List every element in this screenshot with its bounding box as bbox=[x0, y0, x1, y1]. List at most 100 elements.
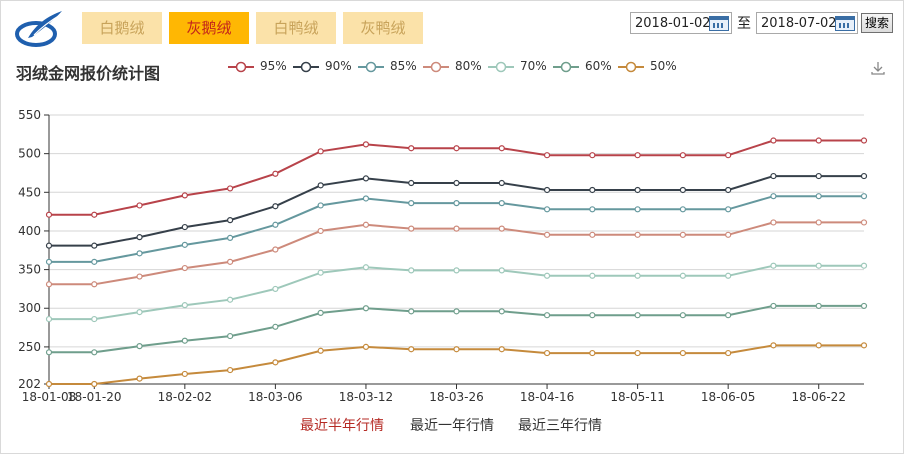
legend-label: 95% bbox=[260, 59, 287, 73]
data-point bbox=[770, 342, 777, 349]
data-point bbox=[815, 302, 822, 310]
data-point bbox=[860, 137, 868, 144]
series-line bbox=[49, 175, 864, 247]
data-point bbox=[362, 221, 370, 228]
data-point bbox=[634, 272, 641, 279]
start-date-value: 2018-01-02 bbox=[635, 16, 711, 31]
data-point bbox=[45, 281, 53, 288]
data-point bbox=[408, 200, 415, 207]
tab-1[interactable]: 灰鹅绒 bbox=[169, 12, 249, 44]
y-tick-label: 350 bbox=[18, 263, 41, 277]
data-point bbox=[589, 312, 596, 319]
legend-label: 60% bbox=[585, 59, 612, 73]
data-point bbox=[136, 250, 143, 257]
data-point bbox=[589, 206, 596, 213]
search-button[interactable]: 搜索 bbox=[861, 13, 893, 33]
start-date-field[interactable]: 2018-01-02 bbox=[630, 12, 732, 34]
data-point bbox=[543, 186, 551, 194]
data-point bbox=[453, 346, 460, 353]
data-point bbox=[725, 206, 732, 213]
data-point bbox=[91, 380, 98, 388]
legend-swatch bbox=[358, 61, 384, 73]
data-point bbox=[272, 221, 279, 228]
data-point bbox=[589, 186, 596, 194]
data-point bbox=[634, 152, 641, 159]
data-point bbox=[45, 211, 53, 218]
data-point bbox=[317, 182, 324, 189]
data-point bbox=[770, 219, 777, 226]
data-point bbox=[45, 349, 53, 356]
y-tick-label: 400 bbox=[18, 224, 41, 238]
data-point bbox=[543, 152, 551, 159]
data-point bbox=[227, 217, 234, 224]
data-point bbox=[181, 264, 188, 272]
data-point bbox=[91, 281, 98, 288]
data-point bbox=[679, 186, 686, 194]
data-point bbox=[860, 342, 868, 349]
data-point bbox=[362, 343, 370, 350]
data-point bbox=[317, 269, 324, 276]
data-point bbox=[543, 312, 551, 319]
data-point bbox=[589, 349, 596, 357]
legend-swatch bbox=[553, 61, 579, 73]
data-point bbox=[815, 137, 822, 144]
data-point bbox=[362, 305, 370, 312]
data-point bbox=[498, 346, 505, 353]
x-tick-label: 18-03-06 bbox=[248, 390, 302, 404]
data-point bbox=[136, 273, 143, 280]
data-point bbox=[543, 272, 551, 279]
data-point bbox=[679, 231, 686, 238]
period-link-2[interactable]: 最近三年行情 bbox=[518, 418, 602, 434]
feather-logo-icon bbox=[15, 11, 62, 47]
data-point bbox=[136, 234, 143, 241]
data-point bbox=[860, 219, 868, 226]
to-label: 至 bbox=[737, 16, 751, 32]
tab-0[interactable]: 白鹅绒 bbox=[82, 12, 162, 44]
data-point bbox=[634, 186, 641, 194]
data-point bbox=[317, 227, 324, 235]
data-point bbox=[45, 315, 53, 323]
data-point bbox=[91, 242, 98, 249]
data-point bbox=[136, 309, 143, 316]
period-link-1[interactable]: 最近一年行情 bbox=[410, 418, 494, 434]
data-point bbox=[815, 342, 822, 349]
y-tick-label: 250 bbox=[18, 340, 41, 354]
data-point bbox=[136, 343, 143, 350]
data-point bbox=[136, 202, 143, 209]
period-link-0[interactable]: 最近半年行情 bbox=[300, 418, 384, 434]
legend-label: 50% bbox=[650, 59, 677, 73]
data-point bbox=[272, 246, 279, 253]
data-point bbox=[272, 170, 279, 177]
data-point bbox=[453, 267, 460, 274]
end-date-field[interactable]: 2018-07-02 bbox=[756, 12, 858, 34]
y-tick-label: 300 bbox=[18, 301, 41, 315]
data-point bbox=[453, 225, 460, 232]
data-point bbox=[679, 349, 686, 357]
data-point bbox=[589, 231, 596, 238]
y-tick-label: 550 bbox=[18, 108, 41, 122]
tab-2[interactable]: 白鸭绒 bbox=[256, 12, 336, 44]
data-point bbox=[227, 296, 234, 303]
data-point bbox=[453, 308, 460, 315]
data-point bbox=[725, 349, 732, 357]
data-point bbox=[408, 145, 415, 152]
calendar-icon[interactable] bbox=[835, 16, 855, 31]
tab-3[interactable]: 灰鸭绒 bbox=[343, 12, 423, 44]
data-point bbox=[725, 231, 732, 238]
legend-swatch bbox=[423, 61, 449, 73]
data-point bbox=[45, 258, 53, 265]
data-point bbox=[181, 241, 188, 248]
download-icon[interactable] bbox=[870, 60, 886, 76]
data-point bbox=[272, 359, 279, 366]
data-point bbox=[272, 285, 279, 293]
data-point bbox=[227, 332, 234, 340]
chart-title: 羽绒金网报价统计图 bbox=[16, 64, 161, 83]
data-point bbox=[453, 179, 460, 187]
calendar-icon[interactable] bbox=[709, 16, 729, 31]
data-point bbox=[498, 179, 505, 187]
data-point bbox=[815, 262, 822, 269]
legend-label: 90% bbox=[325, 59, 352, 73]
data-point bbox=[679, 312, 686, 319]
data-point bbox=[725, 272, 732, 279]
data-point bbox=[181, 337, 188, 344]
